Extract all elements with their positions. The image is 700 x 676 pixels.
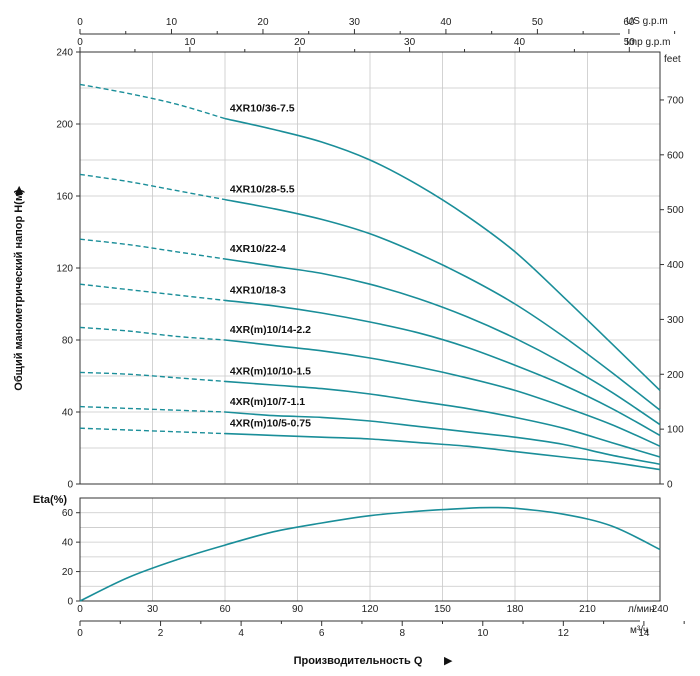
series-label-4: 4XR(m)10/14-2.2 xyxy=(230,324,311,336)
xlabel-arrow-icon: ▶ xyxy=(444,655,453,667)
us-gpm-tick-label: 0 xyxy=(77,17,83,28)
head-curve-dashed-7 xyxy=(79,427,226,435)
eta-tick-label: 60 xyxy=(62,508,74,519)
feet-tick-label: 400 xyxy=(667,260,684,271)
head-curve-2 xyxy=(224,258,661,426)
us-gpm-tick-label: 10 xyxy=(166,17,178,28)
head-curve-dashed-3 xyxy=(79,283,226,302)
m3h-tick-label: 4 xyxy=(238,628,244,639)
m3h-tick-label: 10 xyxy=(477,628,489,639)
y-tick-label: 160 xyxy=(56,192,73,203)
head-curves xyxy=(79,83,661,471)
eta-tick-label: 20 xyxy=(62,567,74,578)
eta-chart-grid xyxy=(79,498,661,601)
m3h-tick-label: 14 xyxy=(638,628,650,639)
feet-tick-label: 200 xyxy=(667,370,684,381)
head-curve-1 xyxy=(224,198,661,411)
imp-gpm-tick-label: 50 xyxy=(624,37,636,48)
y-tick-label: 240 xyxy=(56,48,73,59)
eta-ylabel: Eta(%) xyxy=(33,494,68,506)
eta-curve-group xyxy=(79,506,661,602)
us-gpm-tick-label: 30 xyxy=(349,17,361,28)
m3h-label: м³/ч xyxy=(630,625,648,636)
series-label-6: 4XR(m)10/7-1.1 xyxy=(230,396,305,408)
m3h-tick-label: 2 xyxy=(158,628,164,639)
us-gpm-tick-label: 50 xyxy=(532,17,544,28)
imp-gpm-label: Imp g.p.m xyxy=(626,37,670,48)
imp-gpm-tick-label: 30 xyxy=(404,37,416,48)
imp-gpm-tick-label: 0 xyxy=(77,37,83,48)
imp-gpm-tick-label: 40 xyxy=(514,37,526,48)
lmin-tick-label: 180 xyxy=(507,604,524,615)
y-tick-label: 80 xyxy=(62,336,74,347)
lmin-tick-label: 90 xyxy=(292,604,304,615)
head-curve-dashed-4 xyxy=(79,326,226,341)
series-label-0: 4XR10/36-7.5 xyxy=(230,103,295,115)
feet-tick-label: 500 xyxy=(667,205,684,216)
feet-label: feet xyxy=(664,54,681,65)
eta-tick-label: 0 xyxy=(67,597,73,608)
ylabel-arrow-icon: ▶ xyxy=(13,185,25,194)
us-gpm-tick-label: 60 xyxy=(623,17,635,28)
us-gpm-tick-label: 20 xyxy=(257,17,269,28)
feet-tick-label: 700 xyxy=(667,95,684,106)
series-label-3: 4XR10/18-3 xyxy=(230,284,286,296)
head-curve-dashed-5 xyxy=(79,371,226,383)
m3h-tick-label: 12 xyxy=(558,628,570,639)
series-label-1: 4XR10/28-5.5 xyxy=(230,184,295,196)
head-curve-5 xyxy=(224,380,661,458)
axis-ticks: 0408012016020024001002003004005006007000… xyxy=(56,17,685,639)
head-ylabel: Общий манометрический напор H(м) xyxy=(13,189,25,391)
series-label-2: 4XR10/22-4 xyxy=(230,243,286,255)
series-label-7: 4XR(m)10/5-0.75 xyxy=(230,418,311,430)
m3h-tick-label: 8 xyxy=(399,628,405,639)
lmin-tick-label: 210 xyxy=(579,604,596,615)
lmin-tick-label: 120 xyxy=(362,604,379,615)
lmin-label: л/мин xyxy=(628,604,655,615)
x-axis-title: Производительность Q xyxy=(294,655,423,667)
lmin-tick-label: 240 xyxy=(652,604,669,615)
us-gpm-tick-label: 40 xyxy=(440,17,452,28)
lmin-tick-label: 30 xyxy=(147,604,159,615)
y-tick-label: 40 xyxy=(62,408,74,419)
head-chart-grid xyxy=(79,52,661,484)
lmin-tick-label: 150 xyxy=(434,604,451,615)
feet-tick-label: 300 xyxy=(667,315,684,326)
lmin-tick-label: 60 xyxy=(219,604,231,615)
lmin-tick-label: 0 xyxy=(77,604,83,615)
head-curve-0 xyxy=(224,117,661,391)
y-tick-label: 0 xyxy=(67,480,73,491)
head-curve-dashed-2 xyxy=(79,238,226,260)
head-curve-dashed-1 xyxy=(79,173,226,201)
m3h-tick-label: 0 xyxy=(77,628,83,639)
m3h-tick-label: 6 xyxy=(319,628,325,639)
feet-tick-label: 100 xyxy=(667,425,684,436)
us-gpm-label: US g.p.m xyxy=(626,16,668,27)
head-curve-dashed-0 xyxy=(79,83,226,120)
head-curve-6 xyxy=(224,411,661,465)
feet-tick-label: 0 xyxy=(667,480,673,491)
head-curve-7 xyxy=(224,432,661,471)
head-curve-dashed-6 xyxy=(79,405,226,413)
y-tick-label: 120 xyxy=(56,264,73,275)
imp-gpm-tick-label: 20 xyxy=(294,37,306,48)
imp-gpm-tick-label: 10 xyxy=(184,37,196,48)
head-curve-4 xyxy=(224,339,661,447)
feet-tick-label: 600 xyxy=(667,150,684,161)
eta-curve xyxy=(79,506,661,602)
head-curve-3 xyxy=(224,299,661,437)
eta-tick-label: 40 xyxy=(62,538,74,549)
series-labels: 4XR10/36-7.5 4XR10/28-5.5 4XR10/22-4 4XR10/… xyxy=(230,103,311,430)
y-tick-label: 200 xyxy=(56,120,73,131)
series-label-5: 4XR(m)10/10-1.5 xyxy=(230,365,311,377)
